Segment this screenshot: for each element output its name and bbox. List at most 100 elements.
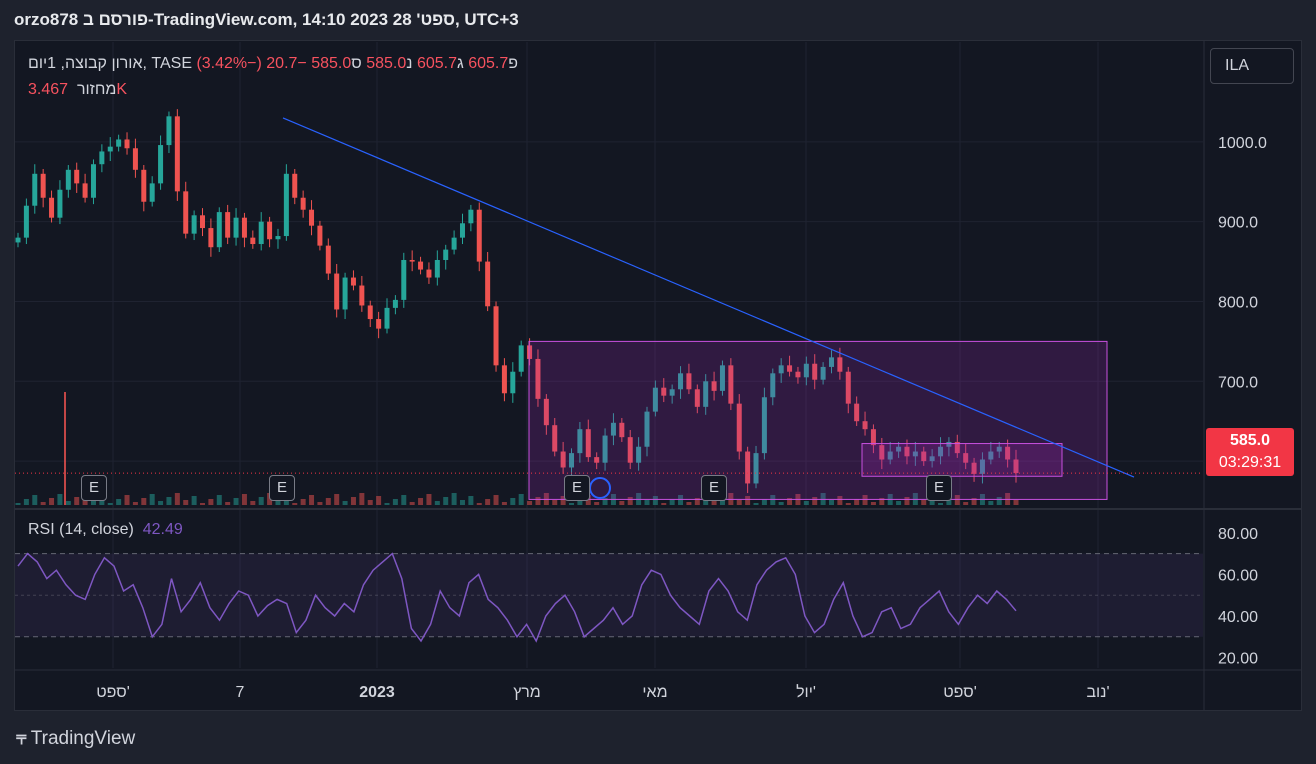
- grid: [15, 42, 1203, 668]
- candle-body: [141, 169, 147, 202]
- volume-bar: [401, 495, 407, 505]
- volume-bar: [535, 497, 541, 505]
- candle-body: [23, 205, 29, 238]
- candle-body: [292, 173, 298, 198]
- time-axis-tick: ספט': [96, 684, 130, 701]
- candle-body: [929, 456, 935, 462]
- candle-body: [459, 223, 465, 238]
- candle-body: [283, 173, 289, 237]
- currency-button[interactable]: ILA: [1210, 48, 1294, 84]
- earnings-marker[interactable]: E: [564, 475, 590, 501]
- volume-bar: [90, 500, 96, 505]
- earnings-marker[interactable]: E: [81, 475, 107, 501]
- rsi-value: 42.49: [142, 521, 183, 538]
- volume-bar: [468, 496, 474, 505]
- volume-bar: [778, 502, 784, 505]
- candle-body: [124, 139, 130, 149]
- candle-body: [174, 116, 180, 192]
- volume-bar: [577, 499, 583, 505]
- volume-bar: [208, 499, 214, 505]
- bar-countdown: 03:29:31: [1218, 454, 1282, 471]
- price-axis-tick: 800.0: [1218, 294, 1258, 311]
- volume-bar: [845, 503, 851, 505]
- candle-body: [350, 277, 356, 286]
- candle-body: [451, 237, 457, 250]
- candle-body: [569, 453, 575, 468]
- volume-bar: [74, 497, 80, 505]
- volume-bar: [376, 496, 382, 505]
- candle-body: [879, 445, 885, 460]
- candle-body: [275, 236, 281, 240]
- candle-body: [552, 425, 558, 452]
- low-label: נ: [406, 55, 413, 72]
- candle-body: [90, 164, 96, 198]
- volume-bar: [15, 503, 21, 505]
- volume-bar: [652, 496, 658, 505]
- candle-body: [812, 363, 818, 380]
- volume-bar: [644, 500, 650, 505]
- candle-body: [74, 169, 80, 184]
- earnings-marker[interactable]: E: [926, 475, 952, 501]
- candle-body: [938, 446, 944, 457]
- volume-bar: [745, 496, 751, 505]
- candle-body: [258, 221, 264, 245]
- candle-body: [32, 173, 38, 206]
- candle-body: [40, 173, 46, 198]
- ohlc-legend: אורון קבוצה, 1יום, TASE פ605.7 ג605.7 נ5…: [28, 55, 518, 73]
- volume-bar: [686, 502, 692, 505]
- footer-brand[interactable]: ⫧ TradingView: [16, 728, 135, 750]
- low-value: 585.0: [366, 55, 407, 72]
- volume-bar: [23, 499, 29, 505]
- candle-body: [250, 237, 256, 245]
- candle-body: [99, 151, 105, 165]
- volume-bar: [275, 500, 281, 505]
- volume-bar: [367, 500, 373, 505]
- rsi-axis-tick: 80.00: [1218, 526, 1258, 543]
- candle-body: [191, 215, 197, 234]
- earnings-marker[interactable]: E: [701, 475, 727, 501]
- volume-bar: [921, 500, 927, 505]
- symbol-name: אורון קבוצה, 1יום, TASE: [28, 55, 192, 72]
- volume-bar: [510, 498, 516, 505]
- rsi-line: [17, 552, 1017, 643]
- chart-frame: [14, 40, 1302, 711]
- volume-bar: [300, 499, 306, 505]
- open-label: פ: [508, 55, 519, 72]
- candle-body: [359, 285, 365, 306]
- volume-bar: [216, 495, 222, 505]
- volume-bar: [560, 496, 566, 505]
- candle-body: [216, 212, 222, 248]
- volume-bar: [896, 501, 902, 505]
- price-axis-tick: 700.0: [1218, 374, 1258, 391]
- candle-body: [493, 306, 499, 366]
- candle-body: [501, 365, 507, 394]
- candle-body: [401, 259, 407, 300]
- volume-bar: [225, 502, 231, 505]
- candle-body: [367, 305, 373, 320]
- candle-body: [610, 422, 616, 436]
- candle-body: [820, 366, 826, 380]
- candle-body: [736, 403, 742, 452]
- candle-body: [560, 451, 566, 468]
- volume-bar: [988, 501, 994, 505]
- candle-body: [132, 148, 138, 170]
- candle-body: [971, 462, 977, 474]
- volume-bar: [241, 494, 247, 505]
- candle-body: [392, 299, 398, 308]
- volume-bar: [862, 495, 868, 505]
- candle-body: [434, 259, 440, 278]
- volume-bar: [325, 498, 331, 505]
- volume-bar: [384, 503, 390, 505]
- range-box-small: [861, 443, 1063, 477]
- earnings-marker[interactable]: E: [269, 475, 295, 501]
- tradingview-logo-icon: ⫧: [16, 728, 27, 749]
- candle-body: [719, 365, 725, 391]
- trendline: [282, 117, 1135, 478]
- volume-bar: [392, 499, 398, 505]
- candle-body: [694, 389, 700, 407]
- volume-bar: [258, 497, 264, 505]
- candle-body: [476, 209, 482, 262]
- candle-body: [803, 363, 809, 378]
- volume-bar: [116, 499, 122, 505]
